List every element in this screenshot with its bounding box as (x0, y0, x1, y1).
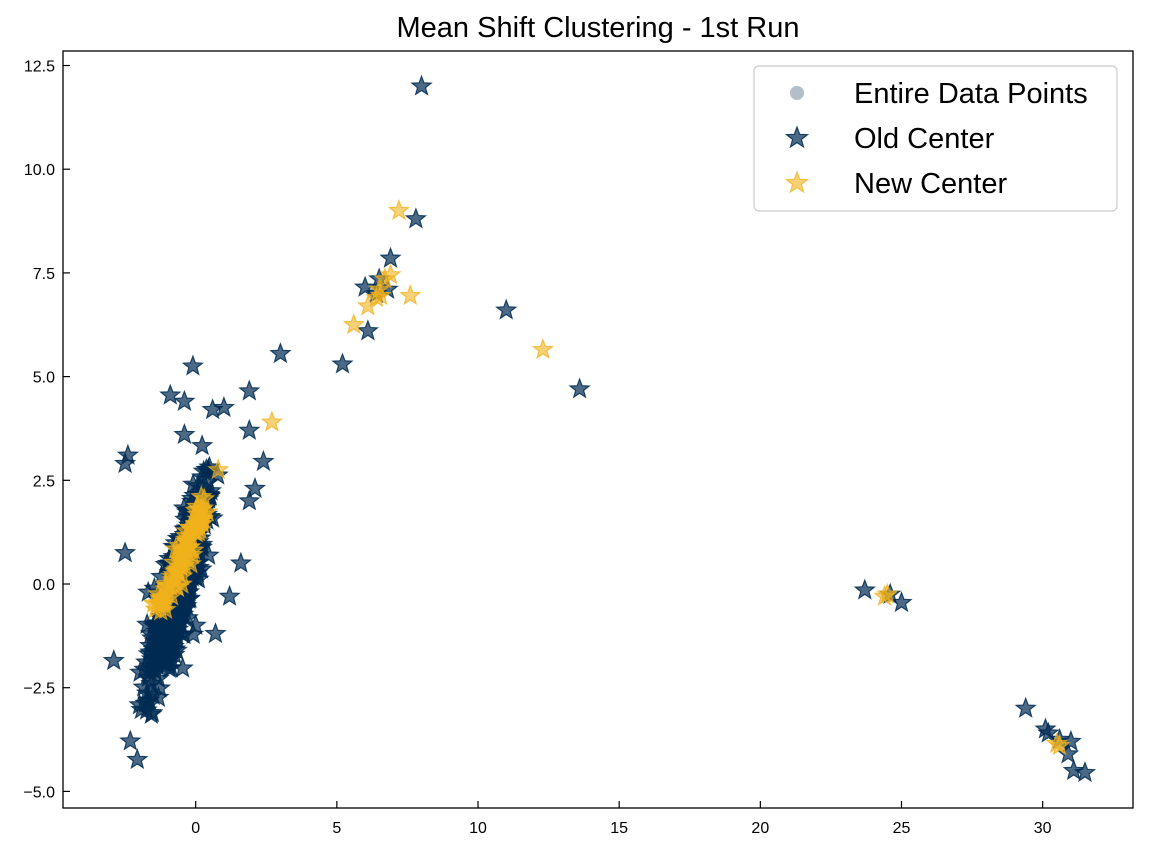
new-center-point (260, 410, 284, 432)
x-tick-label: 25 (893, 820, 911, 837)
new-center-point (176, 547, 200, 569)
old-center-point (157, 626, 180, 648)
new-center-point (387, 198, 411, 221)
old-center-point (1073, 761, 1097, 783)
old-center-point (150, 614, 174, 636)
old-center-point (197, 470, 220, 492)
y-tick-label: 0.0 (33, 577, 55, 594)
old-center-point (269, 342, 292, 364)
old-center-point (1014, 696, 1037, 718)
legend-box (753, 65, 1118, 212)
x-tick-label: 0 (191, 820, 200, 837)
y-tick-label: −5.0 (23, 784, 55, 801)
old-center-point (181, 354, 205, 376)
y-tick-label: −2.5 (23, 681, 55, 698)
old-center-point (238, 379, 261, 401)
axes: 0 5 10 15 20 25 30 −5.0 −2.5 0.0 2.5 5.0 7.5 10.0 12.5 (23, 50, 1134, 837)
old-center-point (495, 298, 518, 320)
legend-label: New Center (854, 168, 1007, 200)
old-center-point (157, 648, 180, 671)
old-center-point (356, 319, 380, 341)
old-center-point (218, 584, 241, 606)
old-center-point (102, 648, 125, 671)
x-tick-label: 15 (610, 820, 628, 837)
new-center-point (207, 458, 230, 480)
legend: Entire Data Points Old Center New Center (753, 65, 1118, 212)
old-center-point (404, 207, 428, 229)
old-center-point (229, 551, 253, 573)
chart-title: Mean Shift Clustering - 1st Run (397, 12, 800, 44)
legend-label: Old Center (854, 123, 995, 155)
legend-marker (784, 125, 810, 149)
new-center-point (1048, 734, 1071, 756)
new-center-point (531, 337, 555, 360)
legend-label: Entire Data Points (854, 78, 1088, 110)
new-center-point (876, 582, 899, 604)
old-center-point (212, 395, 236, 418)
old-center-point (147, 685, 170, 708)
new-center-point (190, 509, 213, 531)
new-center-point (162, 550, 186, 573)
old-center-point (853, 578, 876, 600)
new-center-point (369, 284, 392, 306)
old-center-point (113, 452, 137, 474)
old-center-point (159, 383, 182, 405)
plot-frame (62, 50, 1134, 809)
plot-area (102, 74, 1097, 783)
old-center-point (238, 489, 261, 511)
new-center-point (342, 313, 365, 335)
old-center-point (1037, 721, 1060, 743)
new-center-point (399, 283, 422, 306)
old-center-point (204, 622, 227, 644)
old-center-point (1062, 759, 1085, 781)
old-center-point (243, 476, 267, 499)
old-center-point (353, 275, 377, 297)
old-center-point (134, 691, 157, 713)
legend-marker (790, 86, 804, 100)
y-tick-label: 7.5 (33, 266, 55, 283)
old-center-point (890, 591, 913, 613)
x-tick-label: 10 (469, 820, 487, 837)
old-center-point (113, 541, 137, 563)
old-center-point (171, 622, 194, 644)
old-center-point (331, 352, 354, 374)
old-center-point (252, 449, 275, 472)
old-center-point (184, 613, 207, 635)
old-center-point (173, 423, 196, 445)
x-tick-label: 30 (1034, 820, 1052, 837)
old-center-point (379, 246, 402, 268)
old-center-point (171, 656, 194, 678)
x-tick-label: 5 (332, 820, 341, 837)
x-tick-label: 20 (751, 820, 769, 837)
new-center-point (152, 590, 176, 612)
new-center-point (174, 527, 198, 549)
y-tick-label: 10.0 (24, 162, 55, 179)
old-center-point (119, 729, 142, 751)
old-center-point (238, 418, 261, 440)
old-center-point (190, 434, 214, 456)
new-center-point (160, 565, 184, 587)
old-center-point (126, 747, 149, 770)
y-tick-label: 5.0 (33, 370, 55, 387)
old-center-point (173, 389, 196, 411)
new-center-point (373, 267, 397, 289)
new-center-point (154, 598, 177, 620)
new-center-point (190, 485, 213, 507)
old-center-point (410, 74, 433, 96)
old-center-point (139, 660, 162, 682)
y-tick-label: 12.5 (24, 59, 55, 76)
old-center-point (568, 377, 591, 399)
y-tick-label: 2.5 (33, 473, 55, 490)
legend-marker (784, 170, 810, 194)
